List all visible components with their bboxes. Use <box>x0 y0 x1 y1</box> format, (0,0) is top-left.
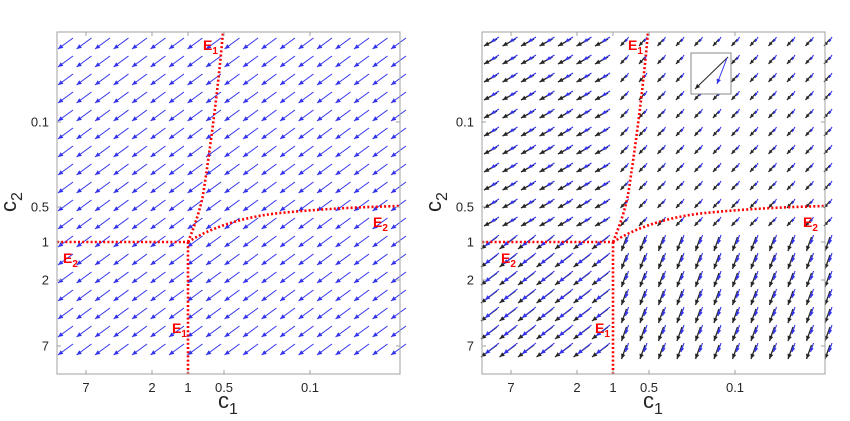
x-tick-label: 1 <box>609 380 617 395</box>
e1-label-top: E1 <box>203 37 218 57</box>
y-tick-label: 0.5 <box>30 199 49 215</box>
x-axis-label: c1 <box>643 388 663 418</box>
x-tick-label: 0.1 <box>300 380 320 395</box>
e2-label-right: E2 <box>373 214 388 234</box>
left-plot-canvas <box>56 31 407 375</box>
y-tick-label: 7 <box>466 338 474 354</box>
y-tick-label: 0.1 <box>455 114 474 130</box>
e1-label-bottom: E1 <box>172 320 187 340</box>
y-tick-label: 1 <box>466 234 474 250</box>
x-tick-label: 0.1 <box>725 380 745 395</box>
x-tick-label: 0.5 <box>214 380 234 395</box>
y-axis-label: c2 <box>0 192 26 212</box>
e2-label-right: E2 <box>803 214 818 234</box>
e1-label-bottom: E1 <box>595 320 610 340</box>
e2-label-left: E2 <box>501 250 516 270</box>
x-tick-label: 0.5 <box>639 380 659 395</box>
y-tick-label: 1 <box>41 234 49 250</box>
x-tick-label: 7 <box>507 380 515 395</box>
y-tick-label: 0.5 <box>455 199 474 215</box>
y-tick-label: 2 <box>466 272 474 288</box>
y-tick-label: 7 <box>41 338 49 354</box>
y-tick-label: 2 <box>41 272 49 288</box>
y-tick-label: 0.1 <box>30 114 49 130</box>
right-quiver-plot: 7 2 1 0.5 0.1 0.1 0.5 1 2 7 c1 c2 E1 E1 E2 E2 <box>420 0 850 421</box>
right-plot-canvas <box>425 0 850 421</box>
e1-label-top: E1 <box>628 37 643 57</box>
x-axis-label: c1 <box>218 388 238 418</box>
x-tick-label: 1 <box>184 380 192 395</box>
x-tick-label: 2 <box>573 380 581 395</box>
x-tick-label: 7 <box>82 380 90 395</box>
left-quiver-plot: 7 2 1 0.5 0.1 0.1 0.5 1 2 7 c1 c2 E1 E1 E2 E2 <box>0 31 407 418</box>
e2-label-left: E2 <box>63 250 78 270</box>
y-axis-label: c2 <box>420 192 451 212</box>
x-tick-label: 2 <box>148 380 156 395</box>
